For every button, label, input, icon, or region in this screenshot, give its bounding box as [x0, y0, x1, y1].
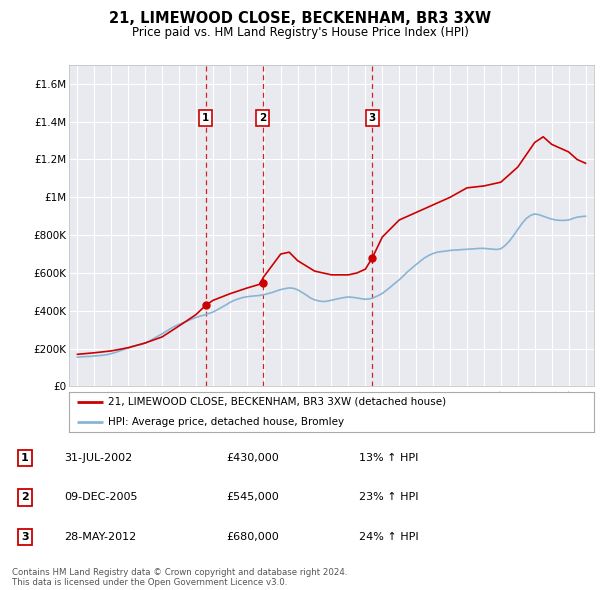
Text: 2: 2	[259, 113, 266, 123]
Text: 09-DEC-2005: 09-DEC-2005	[64, 493, 137, 502]
Text: HPI: Average price, detached house, Bromley: HPI: Average price, detached house, Brom…	[109, 417, 344, 427]
Text: 1: 1	[21, 453, 29, 463]
Text: 31-JUL-2002: 31-JUL-2002	[64, 453, 133, 463]
Text: 23% ↑ HPI: 23% ↑ HPI	[359, 493, 419, 502]
Text: 24% ↑ HPI: 24% ↑ HPI	[359, 532, 419, 542]
Text: £545,000: £545,000	[226, 493, 279, 502]
Text: £680,000: £680,000	[226, 532, 279, 542]
Text: 13% ↑ HPI: 13% ↑ HPI	[359, 453, 419, 463]
Text: 2: 2	[21, 493, 29, 502]
Text: Contains HM Land Registry data © Crown copyright and database right 2024.
This d: Contains HM Land Registry data © Crown c…	[12, 568, 347, 587]
Text: 3: 3	[368, 113, 376, 123]
Text: 21, LIMEWOOD CLOSE, BECKENHAM, BR3 3XW (detached house): 21, LIMEWOOD CLOSE, BECKENHAM, BR3 3XW (…	[109, 397, 446, 407]
Text: Price paid vs. HM Land Registry's House Price Index (HPI): Price paid vs. HM Land Registry's House …	[131, 26, 469, 39]
Text: 28-MAY-2012: 28-MAY-2012	[64, 532, 136, 542]
Text: 3: 3	[21, 532, 29, 542]
Text: 21, LIMEWOOD CLOSE, BECKENHAM, BR3 3XW: 21, LIMEWOOD CLOSE, BECKENHAM, BR3 3XW	[109, 11, 491, 25]
Text: £430,000: £430,000	[226, 453, 279, 463]
Text: 1: 1	[202, 113, 209, 123]
